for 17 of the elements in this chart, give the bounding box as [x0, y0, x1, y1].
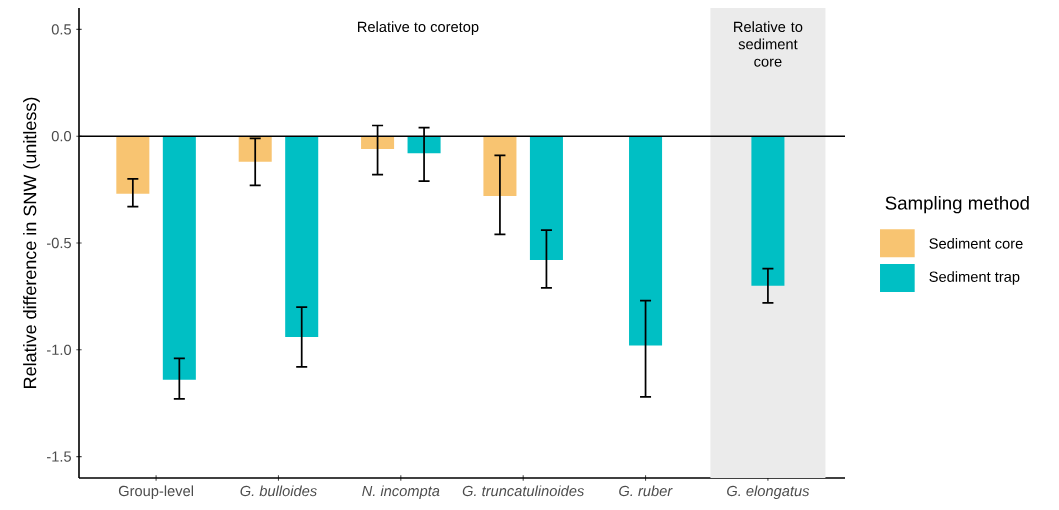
x-tick-label: N. incompta: [362, 485, 440, 500]
x-tick-label: G. truncatulinoides: [462, 485, 584, 497]
y-tick-label: 0.0: [51, 131, 72, 142]
y-axis-title: Relative difference in SNW (unitless): [23, 97, 40, 388]
y-tick-label: -0.5: [47, 237, 71, 249]
legend-title: Sampling method: [885, 195, 1029, 214]
annotation: Relative to coretop: [358, 21, 479, 35]
legend-label: Sediment core: [929, 237, 1023, 249]
x-tick-label: Group-level: [118, 485, 194, 500]
legend-label: Sediment trap: [929, 271, 1020, 285]
x-tick-label: G. elongatus: [727, 485, 810, 500]
y-tick-label: 0.5: [51, 24, 71, 35]
x-tick-label: G. ruber: [619, 485, 673, 497]
y-tick-label: -1.0: [47, 344, 72, 356]
band-label: Relative to sediment core: [734, 21, 803, 67]
x-tick-label: G. bulloides: [240, 485, 317, 497]
y-tick-label: -1.5: [47, 451, 71, 462]
